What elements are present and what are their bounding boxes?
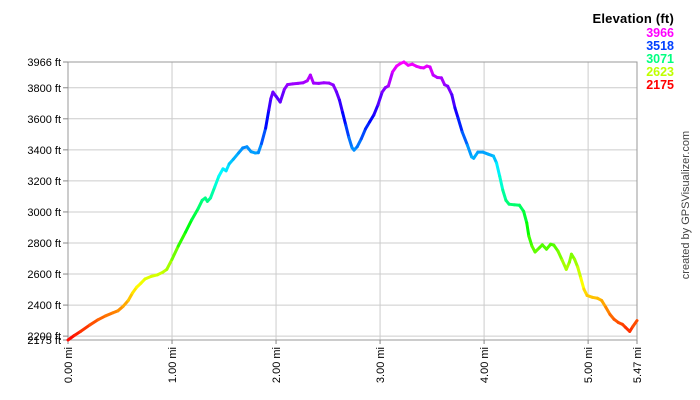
x-axis-tick-label: 3.00 mi — [375, 347, 387, 383]
y-axis-tick-label: 3000 ft — [27, 207, 61, 219]
elevation-line-segment — [579, 276, 586, 291]
elevation-line-segment — [209, 185, 217, 200]
legend-value-2623: 2623 — [646, 65, 674, 79]
elevation-line-segment — [165, 257, 174, 271]
elevation-line-segment — [450, 93, 457, 110]
elevation-line-segment — [372, 103, 380, 117]
y-axis-tick-label: 2800 ft — [27, 238, 61, 250]
y-axis-tick-label: 2175 ft — [27, 335, 61, 347]
elevation-line-segment — [256, 142, 263, 155]
legend-value-3518: 3518 — [646, 39, 674, 53]
elevation-line-segment — [498, 174, 505, 192]
elevation-line — [66, 60, 639, 342]
elevation-line-segment — [259, 126, 268, 146]
y-axis-tick-label: 3966 ft — [27, 57, 61, 69]
elevation-line-segment — [501, 188, 508, 202]
elevation-line-segment — [278, 87, 286, 104]
elevation-line-segment — [170, 244, 180, 261]
elevation-line-segment — [344, 123, 351, 139]
y-axis-tick-label: 2200 ft — [27, 331, 61, 343]
elevation-line-segment — [355, 137, 363, 149]
elevation-line-segment — [341, 111, 348, 127]
elevation-line-segment — [359, 127, 368, 141]
y-axis-tick-label: 3400 ft — [27, 145, 61, 157]
elevation-line-segment — [631, 319, 639, 328]
elevation-line-segment — [456, 116, 464, 134]
elevation-line-segment — [446, 84, 454, 97]
elevation-line-segment — [337, 98, 345, 115]
legend-entries: 3966 3518 3071 2623 2175 — [592, 27, 674, 92]
y-axis-tick-label: 2400 ft — [27, 300, 61, 312]
watermark-credit: created by GPSVisualizer.com — [680, 130, 692, 280]
legend: Elevation (ft) 3966 3518 3071 2623 2175 — [592, 12, 674, 92]
elevation-line-segment — [347, 135, 354, 150]
legend-value-3071: 3071 — [646, 52, 674, 66]
elevation-line-segment — [213, 174, 221, 189]
elevation-line-segment — [465, 143, 474, 159]
elevation-line-segment — [527, 234, 534, 248]
elevation-line-segment — [522, 209, 529, 225]
elevation-line-segment — [334, 90, 341, 102]
elevation-line-segment — [196, 198, 204, 211]
elevation-line-segment — [190, 207, 200, 222]
elevation-line-segment — [386, 70, 395, 88]
elevation-line-segment — [576, 265, 583, 280]
elevation-line-segment — [176, 230, 188, 248]
elevation-line-segment — [556, 249, 564, 262]
elevation-line-segment — [88, 318, 100, 327]
y-axis-tick-label: 3600 ft — [27, 114, 61, 126]
x-axis-tick-label: 5.00 mi — [583, 347, 595, 383]
plot-border — [67, 61, 638, 341]
legend-value-3966: 3966 — [646, 26, 674, 40]
x-axis-tick-label: 0.00 mi — [63, 347, 75, 383]
x-axis-tick-label: 5.47 mi — [632, 347, 644, 383]
elevation-line-segment — [78, 323, 92, 333]
y-axis-tick-label: 2600 ft — [27, 269, 61, 281]
elevation-line-segment — [264, 108, 271, 130]
x-axis-tick-label: 4.00 mi — [479, 347, 491, 383]
legend-value-2175: 2175 — [646, 78, 674, 92]
y-axis-tick-label: 3800 ft — [27, 83, 61, 95]
elevation-line-segment — [267, 97, 273, 112]
elevation-line-segment — [376, 90, 384, 107]
elevation-line-segment — [460, 130, 469, 147]
x-axis-tick-label: 1.00 mi — [167, 347, 179, 383]
y-axis-tick-label: 3200 ft — [27, 176, 61, 188]
elevation-line-segment — [453, 106, 460, 120]
elevation-line-segment — [184, 218, 194, 234]
legend-title: Elevation (ft) — [592, 11, 674, 26]
elevation-line-segment — [495, 161, 502, 178]
x-axis-tick-label: 2.00 mi — [271, 347, 283, 383]
elevation-line-segment — [525, 221, 531, 238]
